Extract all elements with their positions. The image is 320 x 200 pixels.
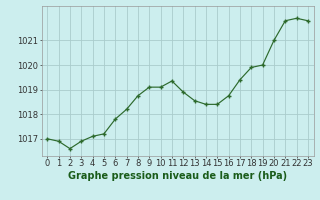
X-axis label: Graphe pression niveau de la mer (hPa): Graphe pression niveau de la mer (hPa) bbox=[68, 171, 287, 181]
